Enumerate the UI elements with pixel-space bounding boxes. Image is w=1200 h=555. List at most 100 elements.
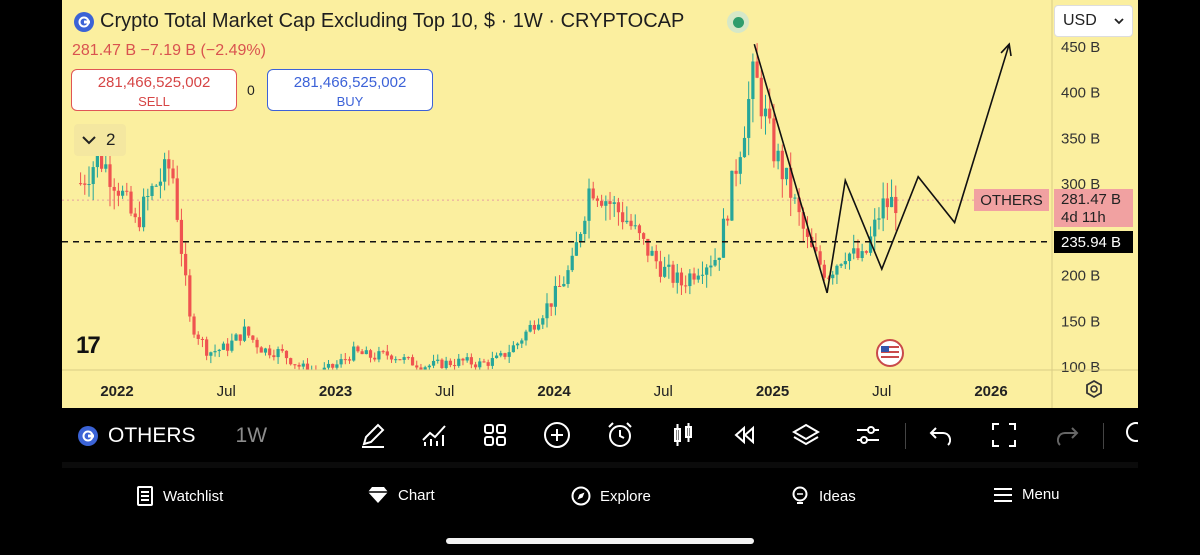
candle-body bbox=[562, 283, 566, 287]
candle-body bbox=[221, 343, 226, 350]
candle-body bbox=[473, 364, 478, 368]
cryptocap-logo-icon bbox=[74, 11, 94, 32]
lightbulb-icon bbox=[792, 486, 808, 504]
spread-value: 0 bbox=[247, 82, 255, 98]
nav-menu-label: Menu bbox=[1022, 486, 1060, 503]
candle-body bbox=[91, 167, 95, 185]
candle-body bbox=[377, 351, 381, 360]
symbol-price-tag: OTHERS bbox=[974, 189, 1049, 211]
candle-body bbox=[133, 213, 137, 218]
grid-icon[interactable] bbox=[480, 420, 510, 450]
candle-body bbox=[331, 363, 335, 368]
us-flag-event-icon[interactable] bbox=[876, 339, 904, 367]
chevron-down-icon bbox=[82, 136, 96, 145]
candle-body bbox=[226, 343, 230, 351]
candle-body bbox=[457, 358, 461, 366]
candle-body bbox=[335, 364, 339, 368]
nav-ideas-label: Ideas bbox=[819, 487, 856, 505]
symbol-tag-label: OTHERS bbox=[980, 191, 1043, 209]
alarm-icon[interactable] bbox=[605, 420, 635, 450]
candle-body bbox=[83, 183, 87, 185]
toolbar-separator bbox=[62, 462, 1138, 468]
buy-button[interactable]: 281,466,525,002 BUY bbox=[267, 69, 433, 111]
candle-body bbox=[356, 346, 360, 352]
candle-body bbox=[633, 225, 637, 227]
candle-body bbox=[717, 257, 721, 261]
currency-select[interactable]: USD bbox=[1054, 5, 1133, 37]
x-tick-label: 2026 bbox=[974, 383, 1007, 400]
indicators-icon[interactable] bbox=[419, 420, 449, 450]
x-axis[interactable]: 2022 Jul 2023 Jul 2024 Jul 2025 Jul 2026 bbox=[100, 383, 1007, 400]
candle-body bbox=[713, 260, 717, 266]
candle-body bbox=[494, 355, 499, 359]
settings-sliders-icon[interactable] bbox=[853, 420, 883, 450]
redo-icon[interactable] bbox=[1052, 420, 1082, 450]
projection-line bbox=[753, 43, 1010, 294]
nav-explore[interactable]: Explore bbox=[571, 486, 651, 506]
y-axis[interactable]: 100 B 150 B 200 B 300 B 350 B 400 B 450 B bbox=[1061, 39, 1100, 376]
x-tick-label: Jul bbox=[217, 383, 236, 400]
lightbulb-icon[interactable] bbox=[1122, 420, 1138, 450]
candle-body bbox=[805, 228, 810, 237]
undo-icon[interactable] bbox=[926, 420, 956, 450]
candle-body bbox=[536, 324, 541, 330]
candle-body bbox=[423, 367, 427, 370]
market-status-icon[interactable] bbox=[727, 11, 749, 33]
candle-body bbox=[852, 248, 856, 254]
axis-settings-icon[interactable] bbox=[1086, 379, 1102, 399]
menu-icon bbox=[994, 487, 1012, 502]
replay-icon[interactable] bbox=[729, 420, 759, 450]
candle-body bbox=[793, 197, 797, 199]
left-bezel bbox=[0, 0, 62, 555]
candle-body bbox=[860, 251, 864, 259]
current-price-value: 281.47 B bbox=[1061, 191, 1122, 208]
candle-body bbox=[721, 218, 726, 258]
candles-icon[interactable] bbox=[668, 420, 698, 450]
sell-label: SELL bbox=[138, 94, 170, 109]
candle-body bbox=[843, 261, 847, 265]
candle-body bbox=[671, 264, 675, 283]
candle-body bbox=[776, 150, 780, 162]
tradingview-logo: 17 bbox=[76, 332, 101, 359]
candle-body bbox=[301, 363, 305, 367]
candle-body bbox=[352, 346, 356, 361]
indicators-count: 2 bbox=[106, 130, 116, 149]
nav-watchlist-label: Watchlist bbox=[163, 487, 224, 505]
candle-body bbox=[847, 253, 852, 262]
chart-title[interactable]: Crypto Total Market Cap Excluding Top 10… bbox=[74, 10, 684, 33]
candle-body bbox=[696, 275, 700, 280]
sell-button[interactable]: 281,466,525,002 SELL bbox=[71, 69, 237, 111]
nav-chart[interactable]: Chart bbox=[367, 486, 435, 504]
layers-icon[interactable] bbox=[791, 420, 821, 450]
candle-body bbox=[524, 331, 528, 341]
candle-body bbox=[112, 186, 116, 191]
fullscreen-icon[interactable] bbox=[989, 420, 1019, 450]
pencil-icon[interactable] bbox=[358, 420, 388, 450]
candle-body bbox=[503, 353, 507, 357]
candle-body bbox=[587, 188, 591, 221]
candle-body bbox=[461, 358, 465, 361]
nav-menu[interactable]: Menu bbox=[993, 486, 1060, 503]
candle-body bbox=[629, 220, 633, 227]
candle-body bbox=[247, 326, 251, 336]
candle-body bbox=[318, 373, 321, 374]
interval-button[interactable]: 1W bbox=[235, 424, 268, 447]
candle-body bbox=[553, 285, 558, 307]
candle-body bbox=[688, 273, 692, 287]
candle-body bbox=[255, 339, 259, 348]
candle-body bbox=[759, 77, 763, 117]
candle-body bbox=[864, 251, 868, 253]
symbol-selector[interactable]: OTHERS 1W bbox=[78, 424, 267, 448]
nav-ideas[interactable]: Ideas bbox=[790, 486, 856, 506]
price-chart[interactable]: 100 B 150 B 200 B 300 B 350 B 400 B 450 B 2022… bbox=[0, 0, 1200, 408]
home-indicator bbox=[446, 538, 754, 544]
plus-icon[interactable] bbox=[542, 420, 572, 450]
x-tick-label: 2024 bbox=[537, 383, 571, 400]
candle-body bbox=[436, 359, 440, 361]
candle-body bbox=[650, 250, 654, 256]
indicators-toggle[interactable]: 2 bbox=[74, 124, 126, 156]
candle-body bbox=[326, 363, 331, 368]
candle-body bbox=[108, 164, 112, 187]
nav-watchlist[interactable]: Watchlist bbox=[136, 486, 223, 506]
drawn-projection-path[interactable] bbox=[753, 42, 1012, 294]
